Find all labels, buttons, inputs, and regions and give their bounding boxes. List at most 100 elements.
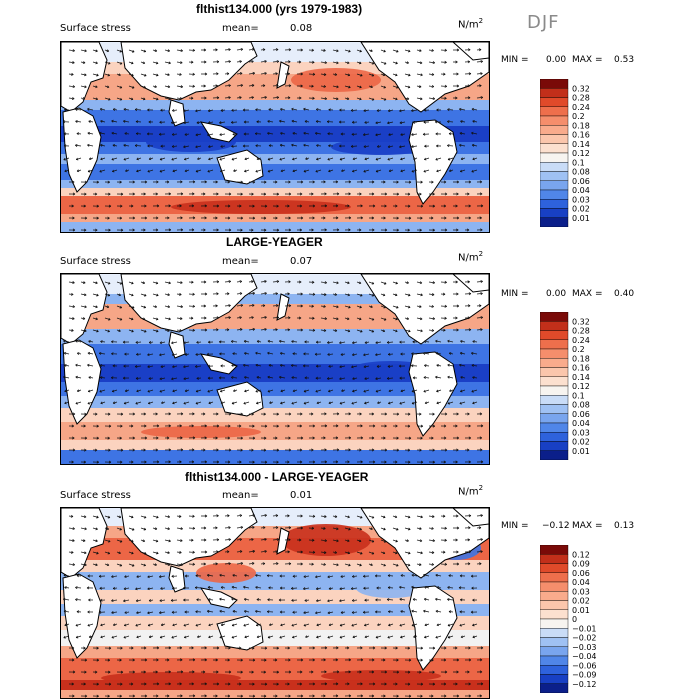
stress-band xyxy=(61,604,489,616)
stress-region xyxy=(171,200,351,214)
colorbar-swatch xyxy=(540,152,569,163)
stress-region xyxy=(276,304,356,324)
colorbar-swatch xyxy=(540,321,569,331)
colorbar-swatch xyxy=(540,217,569,227)
continent-outline xyxy=(120,508,258,567)
colorbar-swatch xyxy=(540,97,569,107)
colorbar-tick-label: 0.01 xyxy=(572,447,590,456)
colorbar-tick-label: 0.04 xyxy=(572,419,590,428)
panel-2-title: LARGE-YEAGER xyxy=(226,235,323,249)
colorbar-swatch xyxy=(540,199,569,209)
colorbar-swatch xyxy=(540,395,569,405)
panel-1-max-label: MAX = xyxy=(572,55,603,65)
colorbar-swatch xyxy=(540,125,569,135)
colorbar-tick-label: 0.08 xyxy=(572,168,590,177)
panel-1-title: flthist134.000 (yrs 1979-1983) xyxy=(196,2,363,16)
continent-outline xyxy=(62,339,102,425)
colorbar-tick-label: 0.28 xyxy=(572,94,590,103)
panel-2-mean-value: 0.07 xyxy=(290,256,313,267)
colorbar-tick-label: 0.32 xyxy=(572,84,590,93)
colorbar-swatch xyxy=(540,404,569,414)
continent-outline xyxy=(61,42,108,113)
continent-outline xyxy=(199,587,238,609)
colorbar-swatch xyxy=(540,162,569,172)
colorbar-tick-label: 0.03 xyxy=(572,587,590,596)
panel-1-mean-value: 0.08 xyxy=(290,23,313,34)
continent-outline xyxy=(216,149,264,185)
colorbar-tick-label: −0.03 xyxy=(572,643,597,652)
continent-outline xyxy=(120,42,258,101)
colorbar-swatch xyxy=(540,450,569,460)
stress-band xyxy=(61,382,489,396)
panel-3-mean-label: mean= xyxy=(222,490,259,501)
panel-2-units: N/m2 xyxy=(458,250,484,264)
colorbar-swatch xyxy=(540,554,569,564)
continent-outline xyxy=(120,274,258,333)
panel-1-colorbar: 0.320.280.240.20.180.160.140.120.10.080.… xyxy=(540,79,590,227)
continent-outline xyxy=(61,274,108,345)
stress-band xyxy=(61,408,489,422)
stress-band xyxy=(61,164,489,180)
panel-1-min-value: 0.00 xyxy=(546,55,567,65)
continent-outline xyxy=(216,381,264,417)
colorbar-swatch xyxy=(540,600,569,610)
colorbar-tick-label: −0.12 xyxy=(572,680,597,689)
continent-outline xyxy=(62,573,102,659)
panel-2-min-label: MIN = xyxy=(501,289,529,299)
colorbar-tick-label: 0.32 xyxy=(572,317,590,326)
colorbar-tick-label: 0.12 xyxy=(572,550,590,559)
colorbar-swatch xyxy=(540,441,569,451)
stress-band xyxy=(61,180,489,188)
panel-3-min-value: −0.12 xyxy=(542,521,570,531)
colorbar-swatch xyxy=(540,422,569,433)
stress-region xyxy=(101,672,241,684)
continent-outline xyxy=(276,293,290,321)
colorbar-tick-label: 0 xyxy=(572,615,577,624)
colorbar-tick-label: 0.18 xyxy=(572,354,590,363)
panel-2-field-label: Surface stress xyxy=(60,256,131,267)
season-label: DJF xyxy=(527,12,560,33)
stress-band xyxy=(61,450,489,464)
colorbar-tick-label: 0.28 xyxy=(572,327,590,336)
stress-band xyxy=(61,188,489,196)
continent-outline xyxy=(168,99,186,127)
wind-arrows xyxy=(63,513,484,698)
stress-region xyxy=(436,198,486,210)
colorbar-swatch xyxy=(540,330,569,340)
panel-3-field-label: Surface stress xyxy=(60,490,131,501)
continent-outline xyxy=(408,351,458,437)
colorbar-tick-label: 0.06 xyxy=(572,177,590,186)
colorbar-tick-label: 0.01 xyxy=(572,214,590,223)
stress-band xyxy=(61,646,489,658)
panel-1-units: N/m2 xyxy=(458,17,484,31)
colorbar-tick-label: 0.14 xyxy=(572,373,590,382)
continent-outline xyxy=(62,107,102,193)
colorbar-swatch xyxy=(540,545,569,555)
colorbar-swatch xyxy=(540,665,569,675)
colorbar-tick-label: 0.02 xyxy=(572,597,590,606)
stress-band xyxy=(61,616,489,630)
stress-band xyxy=(61,154,489,164)
colorbar-tick-label: 0.2 xyxy=(572,112,585,121)
colorbar-swatch xyxy=(540,655,569,666)
panel-2-colorbar: 0.320.280.240.20.180.160.140.120.10.080.… xyxy=(540,312,590,460)
colorbar-tick-label: 0.09 xyxy=(572,560,590,569)
stress-region xyxy=(321,670,441,682)
panel-3-colorbar: 0.120.090.060.040.030.020.010−0.01−0.02−… xyxy=(540,545,597,693)
panel-3-title: flthist134.000 - LARGE-YEAGER xyxy=(185,470,369,484)
colorbar-swatch xyxy=(540,106,569,117)
colorbar-tick-label: 0.14 xyxy=(572,140,590,149)
colorbar-tick-label: −0.02 xyxy=(572,634,597,643)
colorbar-tick-label: 0.03 xyxy=(572,195,590,204)
stress-band xyxy=(61,680,489,690)
colorbar-tick-label: 0.1 xyxy=(572,158,585,167)
panel-2-mean-label: mean= xyxy=(222,256,259,267)
panel-3-min-label: MIN = xyxy=(501,521,529,531)
colorbar-tick-label: 0.04 xyxy=(572,578,590,587)
continent-outline xyxy=(216,615,264,651)
colorbar-swatch xyxy=(540,413,569,424)
colorbar-swatch xyxy=(540,637,569,647)
panel-3-units: N/m2 xyxy=(458,484,484,498)
colorbar-tick-label: 0.24 xyxy=(572,103,590,112)
panel-2-max-label: MAX = xyxy=(572,289,603,299)
